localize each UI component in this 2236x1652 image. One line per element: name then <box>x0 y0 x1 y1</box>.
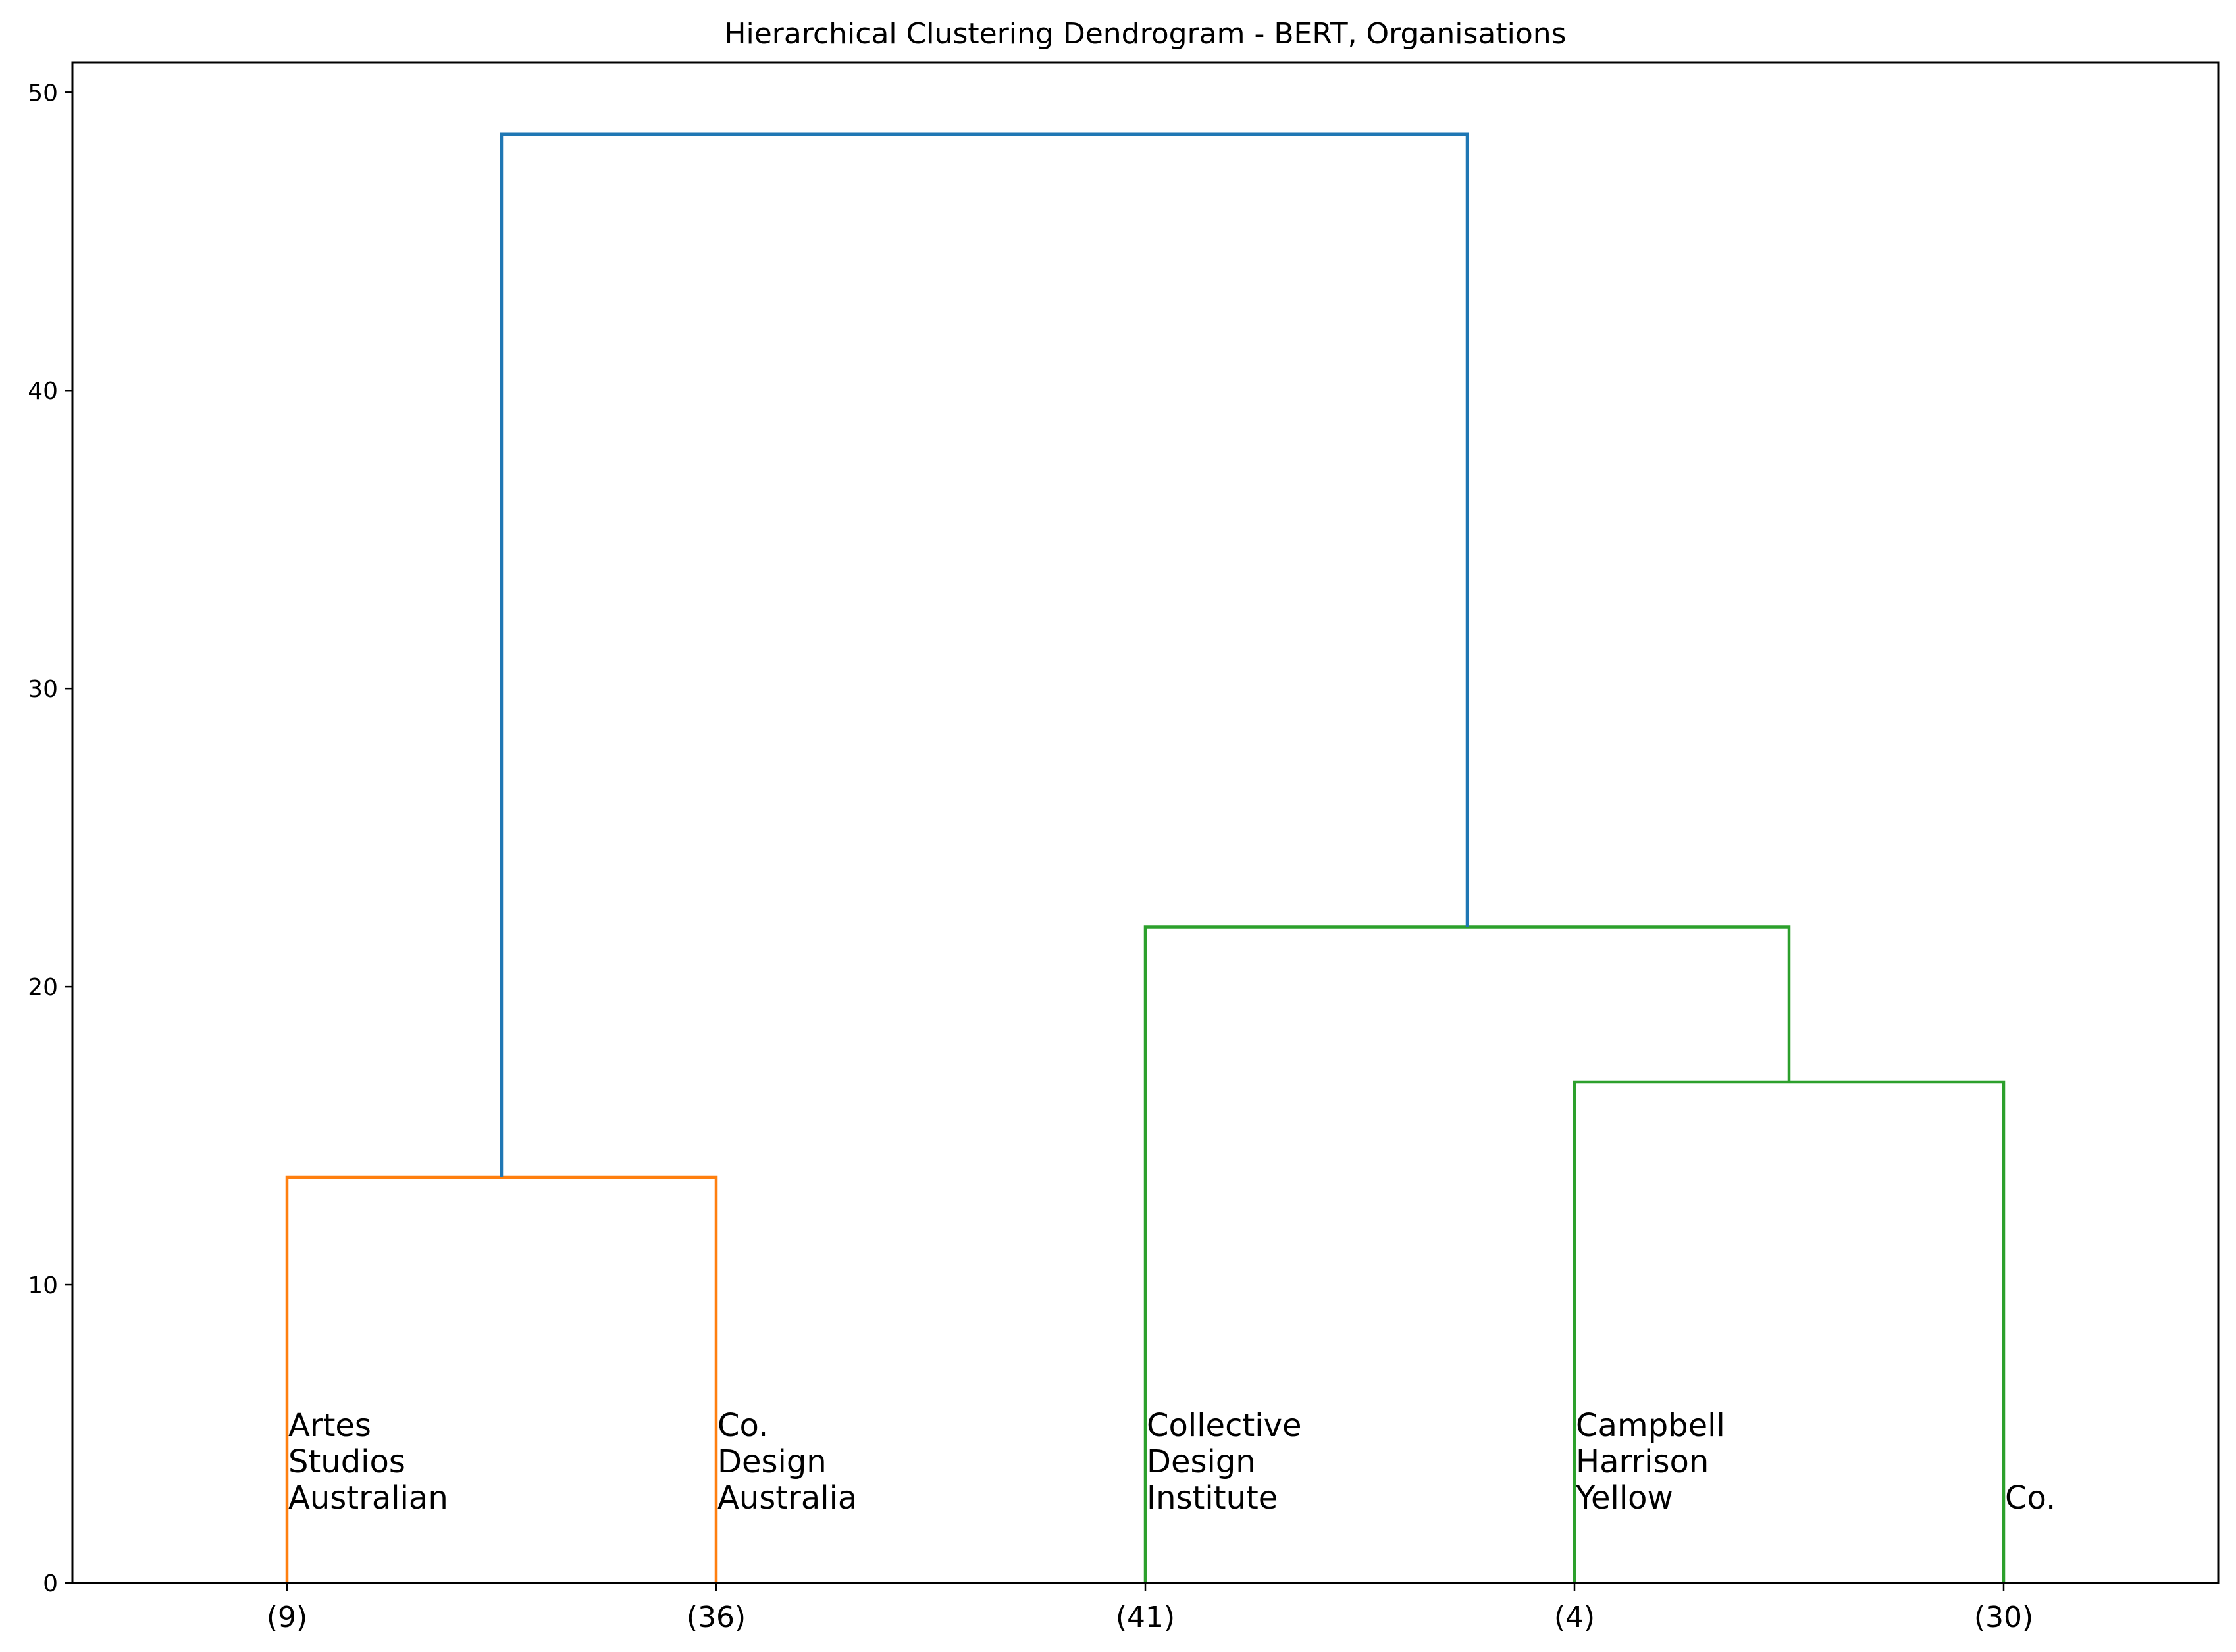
y-tick-label: 40 <box>28 378 58 405</box>
plot-frame <box>71 61 2220 1584</box>
leaf-annotation-text: Institute <box>1147 1480 1278 1516</box>
dendrogram-link <box>285 1175 718 1583</box>
dendrogram-link <box>500 132 1469 1177</box>
leaf-annotation-text: Harrison <box>1576 1443 1709 1480</box>
leaf-annotation-text: Collective <box>1147 1407 1302 1444</box>
leaf-annotation-text: Campbell <box>1576 1407 1725 1444</box>
dendrogram-link <box>1143 925 1791 1583</box>
leaf-label: (41) <box>1116 1601 1175 1634</box>
y-tick-label: 0 <box>43 1570 58 1597</box>
leaf-annotation-text: Australian <box>288 1480 448 1516</box>
dendrogram-links <box>285 132 2006 1583</box>
leaf-annotation-text: Studios <box>288 1443 405 1480</box>
y-axis: 0 10 20 30 40 50 <box>28 80 72 1597</box>
dendrogram-link <box>1573 1080 2006 1583</box>
leaf-label: (4) <box>1554 1601 1595 1634</box>
y-tick-label: 20 <box>28 974 58 1001</box>
leaf-annotation-text: Yellow <box>1575 1480 1673 1516</box>
leaf-annotations: ArtesStudiosAustralianCo.DesignAustralia… <box>288 1407 2056 1516</box>
chart-title: Hierarchical Clustering Dendrogram - BER… <box>724 17 1566 51</box>
leaf-annotation-text: Design <box>1147 1443 1256 1480</box>
leaf-annotation-text: Co. <box>717 1407 768 1444</box>
leaf-annotation-text: Design <box>717 1443 827 1480</box>
y-tick-label: 10 <box>28 1272 58 1299</box>
leaf-annotation-text: Artes <box>288 1407 371 1444</box>
leaf-label: (9) <box>267 1601 307 1634</box>
x-axis: (9) (36) (41) (4) (30) <box>267 1583 2033 1634</box>
leaf-label: (36) <box>687 1601 746 1634</box>
y-tick-label: 30 <box>28 676 58 703</box>
leaf-annotation-text: Co. <box>2005 1480 2056 1516</box>
y-tick-label: 50 <box>28 80 58 107</box>
leaf-label: (30) <box>1974 1601 2033 1634</box>
leaf-annotation-text: Australia <box>717 1480 857 1516</box>
